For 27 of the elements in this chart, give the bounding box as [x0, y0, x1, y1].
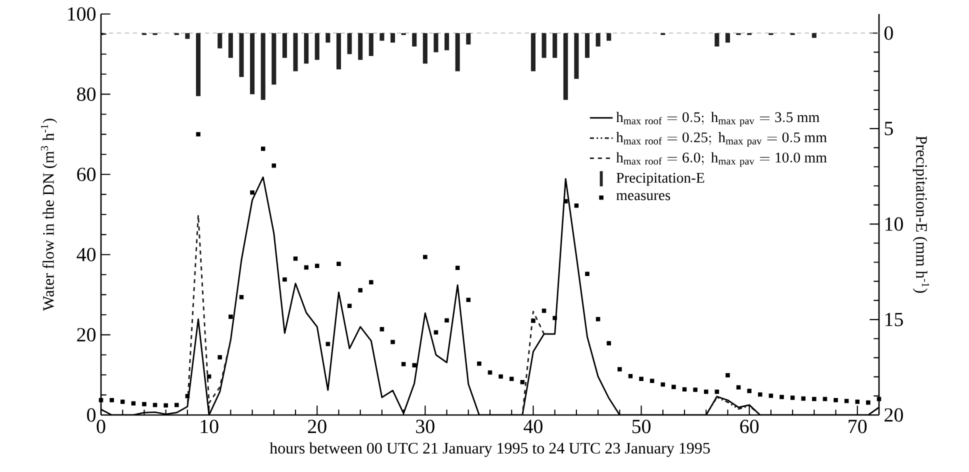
- x-tick-label: 40: [524, 420, 542, 434]
- legend-label: $\mathrm{h_{max\ roof}=0.25;\ h_{max\ pav}=0.5\ mm}$: [616, 132, 827, 147]
- x-tick-label: 50: [632, 420, 651, 434]
- y2-tick-label: 0: [884, 26, 893, 40]
- legend-label: $\mathrm{h_{max\ roof}=6.0;\ h_{max\ pav}=10.0\ mm}$: [616, 152, 827, 167]
- x-tick-label: 30: [416, 420, 434, 434]
- y-tick-label: 40: [76, 248, 96, 262]
- y2-tick-label: 20: [884, 408, 903, 422]
- x-tick-label: 20: [308, 420, 326, 434]
- x-tick-label: 60: [740, 420, 759, 434]
- y2-axis-title: Precipitation-E (mm h$^{-1}$): [912, 136, 930, 293]
- x-axis-title: hours between 00 UTC 21 January 1995 to 24 UTC 23 January 1995: [270, 442, 710, 457]
- x-tick-label: 0: [96, 420, 106, 434]
- legend-label: $\mathrm{h_{max\ roof}=0.5;\ h_{max\ pav}=3.5\ mm}$: [616, 112, 820, 126]
- y-tick-label: 0: [87, 408, 96, 422]
- y-tick-label: 60: [77, 168, 96, 182]
- x-tick-label: 70: [848, 420, 867, 434]
- x-tick-label: 10: [200, 420, 218, 434]
- legend-label: Precipitation-E: [616, 172, 704, 186]
- y-tick-label: 100: [68, 7, 96, 21]
- y-axis-title: Water flow in the DN (m$^{3}$ h$^{-1}$): [40, 118, 58, 311]
- y2-tick-label: 15: [885, 312, 903, 326]
- y2-tick-label: 5: [884, 122, 893, 136]
- y-tick-label: 20: [77, 328, 96, 342]
- legend-label: measures: [616, 193, 670, 200]
- y-tick-label: 80: [77, 87, 96, 101]
- y2-tick-label: 10: [885, 217, 903, 231]
